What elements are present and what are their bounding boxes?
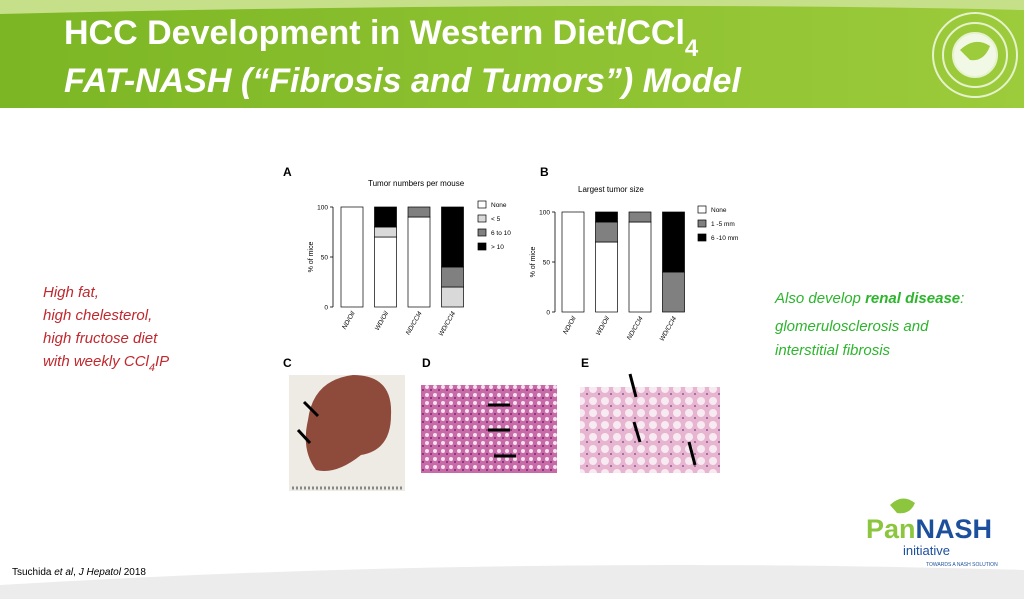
footer-swoosh	[0, 565, 1024, 599]
y-tick-label: 100	[317, 205, 328, 212]
histology-e	[580, 387, 720, 473]
y-tick-label: 100	[539, 210, 550, 217]
y-axis-label: % of mice	[530, 247, 537, 278]
panel-labels: C D E	[283, 356, 589, 370]
logo-initiative: initiative	[903, 543, 950, 558]
text-part: Also develop	[774, 290, 865, 307]
panel-label: C	[283, 356, 292, 370]
emphasis: renal disease	[865, 290, 960, 307]
bar-segment	[441, 286, 464, 308]
legend-label: 1 -5 mm	[711, 221, 735, 228]
panel-label: D	[422, 356, 431, 370]
bar-segment	[340, 206, 364, 308]
bar-segment	[595, 221, 618, 243]
y-tick-label: 0	[546, 310, 550, 317]
legend-swatch	[477, 200, 487, 209]
citation: Tsuchida et al, J Hepatol 2018	[12, 567, 146, 578]
y-axis-label: % of mice	[308, 242, 315, 273]
header-emblem	[932, 12, 1018, 98]
bar-segment	[628, 211, 652, 223]
legend-label: > 10	[491, 244, 504, 251]
logo-nash: NASH	[916, 514, 993, 544]
text-part: et al	[54, 567, 74, 578]
chart-title: Tumor numbers per mouse	[368, 179, 465, 188]
logo-wordmark: PanNASH	[866, 514, 992, 544]
bar-segment	[407, 216, 431, 308]
title-text: HCC Development in Western Diet/CCl	[64, 14, 685, 52]
bar-segment	[374, 236, 397, 308]
text-part: with weekly CCl	[43, 353, 150, 370]
legend-swatch	[697, 219, 707, 228]
legend-swatch	[697, 233, 707, 242]
right-text-line: glomerulosclerosis and	[775, 318, 929, 335]
title-line-1: HCC Development in Western Diet/CCl4	[64, 14, 699, 62]
legend-label: None	[711, 207, 727, 214]
legend-label: 6 to 10	[491, 230, 511, 237]
left-text-line: with weekly CCl4IP	[43, 353, 169, 374]
right-text-line: Also develop renal disease:	[774, 290, 964, 307]
legend-swatch	[477, 214, 487, 223]
text-part: ,	[73, 567, 79, 578]
legend-swatch	[697, 205, 707, 214]
text-part: J Hepatol	[78, 567, 122, 578]
chart-title: Largest tumor size	[578, 185, 644, 194]
liver-shape	[305, 375, 392, 471]
panel-label: A	[283, 165, 292, 179]
right-text-line: interstitial fibrosis	[775, 342, 891, 359]
bar-segment	[441, 266, 464, 288]
bar-segment	[595, 241, 618, 313]
bar-segment	[662, 211, 685, 273]
text-part: :	[960, 290, 964, 307]
legend-label: < 5	[491, 216, 501, 223]
bar-segment	[561, 211, 585, 313]
header-band	[0, 0, 1024, 108]
left-text-line: high chelesterol,	[43, 307, 152, 324]
bar-segment	[407, 206, 431, 218]
legend-swatch	[477, 228, 487, 237]
title-subscript: 4	[685, 35, 699, 62]
logo-pan: Pan	[866, 514, 916, 544]
logo-leaf	[890, 498, 915, 514]
bar-segment	[595, 211, 618, 223]
bar-segment	[374, 226, 397, 238]
arrows	[296, 373, 697, 466]
title-line-2: FAT-NASH (“Fibrosis and Tumors”) Model	[64, 62, 742, 100]
logo-tagline: TOWARDS A NASH SOLUTION	[926, 562, 998, 568]
bar-segment	[662, 271, 685, 313]
y-tick-label: 50	[321, 255, 329, 262]
legend-label: 6 -10 mm	[711, 235, 738, 242]
subscript: 4	[149, 362, 155, 374]
text-part: IP	[155, 353, 169, 370]
right-text: glomerulosclerosis and interstitial fibro…	[775, 318, 929, 359]
panel-label: E	[581, 356, 589, 370]
bar-segment	[374, 206, 397, 228]
left-text-line: High fat,	[43, 284, 99, 301]
legend-label: None	[491, 202, 507, 209]
text-part: Tsuchida	[12, 567, 54, 578]
logo: PanNASH initiative TOWARDS A NASH SOLUTI…	[866, 498, 998, 568]
y-tick-label: 0	[324, 305, 328, 312]
bar-segment	[628, 221, 652, 313]
text-part: 2018	[121, 567, 146, 578]
left-text-line: high fructose diet	[43, 330, 158, 347]
left-text: High fat, high chelesterol, high fructose …	[43, 284, 158, 347]
legend-swatch	[477, 242, 487, 251]
header-highlight	[0, 0, 1024, 14]
y-tick-label: 50	[543, 260, 551, 267]
bar-segment	[441, 206, 464, 268]
panel-label: B	[540, 165, 549, 179]
